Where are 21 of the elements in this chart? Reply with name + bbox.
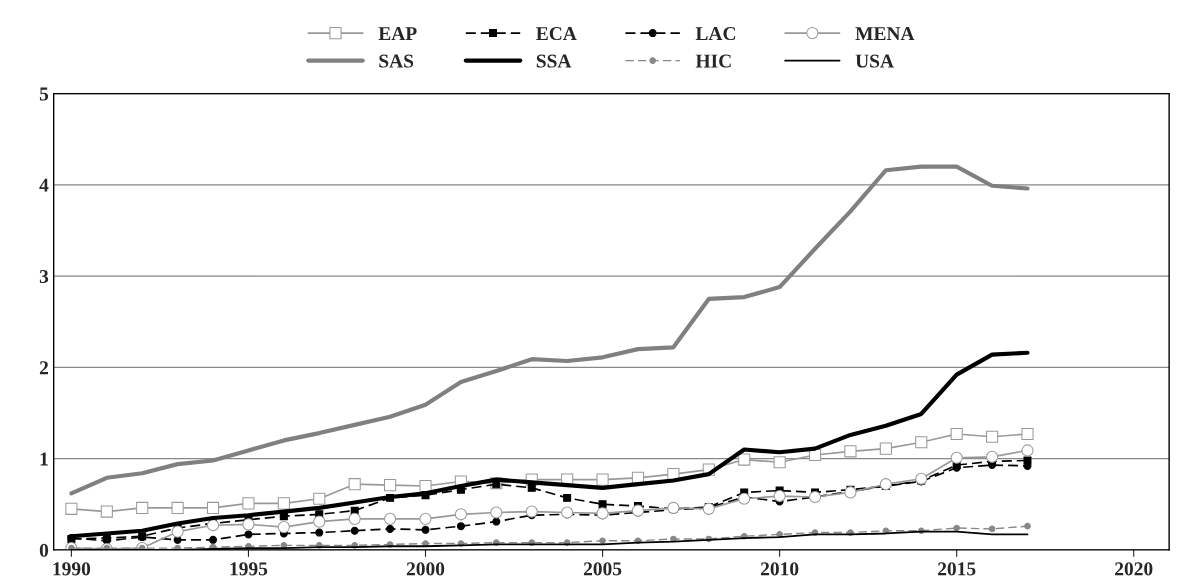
legend-label: SSA bbox=[536, 54, 572, 68]
y-tick-label: 0 bbox=[39, 543, 49, 557]
x-tick-label: 2015 bbox=[938, 562, 976, 576]
legend-label: ECA bbox=[536, 27, 577, 41]
y-tick-label: 1 bbox=[40, 452, 48, 466]
legend-label: USA bbox=[855, 54, 894, 68]
x-tick-label: 1995 bbox=[230, 562, 268, 576]
y-tick-label: 2 bbox=[39, 361, 48, 375]
x-tick-label: 2005 bbox=[583, 562, 622, 576]
y-tick-label: 3 bbox=[39, 269, 49, 284]
legend-label: LAC bbox=[695, 27, 736, 41]
legend-label: EAP bbox=[378, 27, 417, 40]
y-tick-label: 4 bbox=[39, 178, 49, 192]
x-tick-label: 2000 bbox=[406, 562, 445, 576]
x-tick-label: 2020 bbox=[1115, 562, 1153, 576]
legend-label: SAS bbox=[379, 54, 414, 68]
x-tick-label: 1990 bbox=[53, 562, 91, 576]
legend-label: HIC bbox=[695, 54, 731, 68]
legend-label: MENA bbox=[855, 27, 915, 40]
y-tick-label: 5 bbox=[39, 87, 49, 101]
x-tick-label: 2010 bbox=[760, 562, 799, 576]
